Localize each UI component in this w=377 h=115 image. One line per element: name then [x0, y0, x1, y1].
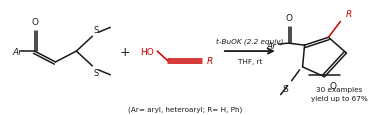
Text: S: S: [93, 68, 99, 77]
Text: +: +: [120, 45, 130, 58]
Text: HO: HO: [140, 47, 154, 56]
Text: S: S: [282, 84, 288, 93]
Text: Ar: Ar: [267, 41, 277, 50]
Text: S: S: [93, 26, 99, 35]
Text: Ar: Ar: [13, 47, 23, 56]
Text: (Ar= aryl, heteroaryl; R= H, Ph): (Ar= aryl, heteroaryl; R= H, Ph): [128, 105, 242, 112]
Text: t-BuOK (2.2 equiv): t-BuOK (2.2 equiv): [216, 39, 284, 45]
Text: O: O: [285, 14, 292, 23]
Text: 30 examples: 30 examples: [316, 86, 363, 92]
Text: R: R: [207, 57, 213, 66]
Text: O: O: [31, 18, 38, 27]
Text: R: R: [345, 10, 352, 19]
Text: THF, rt: THF, rt: [238, 58, 262, 64]
Text: O: O: [329, 81, 337, 90]
Text: yield up to 67%: yield up to 67%: [311, 96, 368, 102]
